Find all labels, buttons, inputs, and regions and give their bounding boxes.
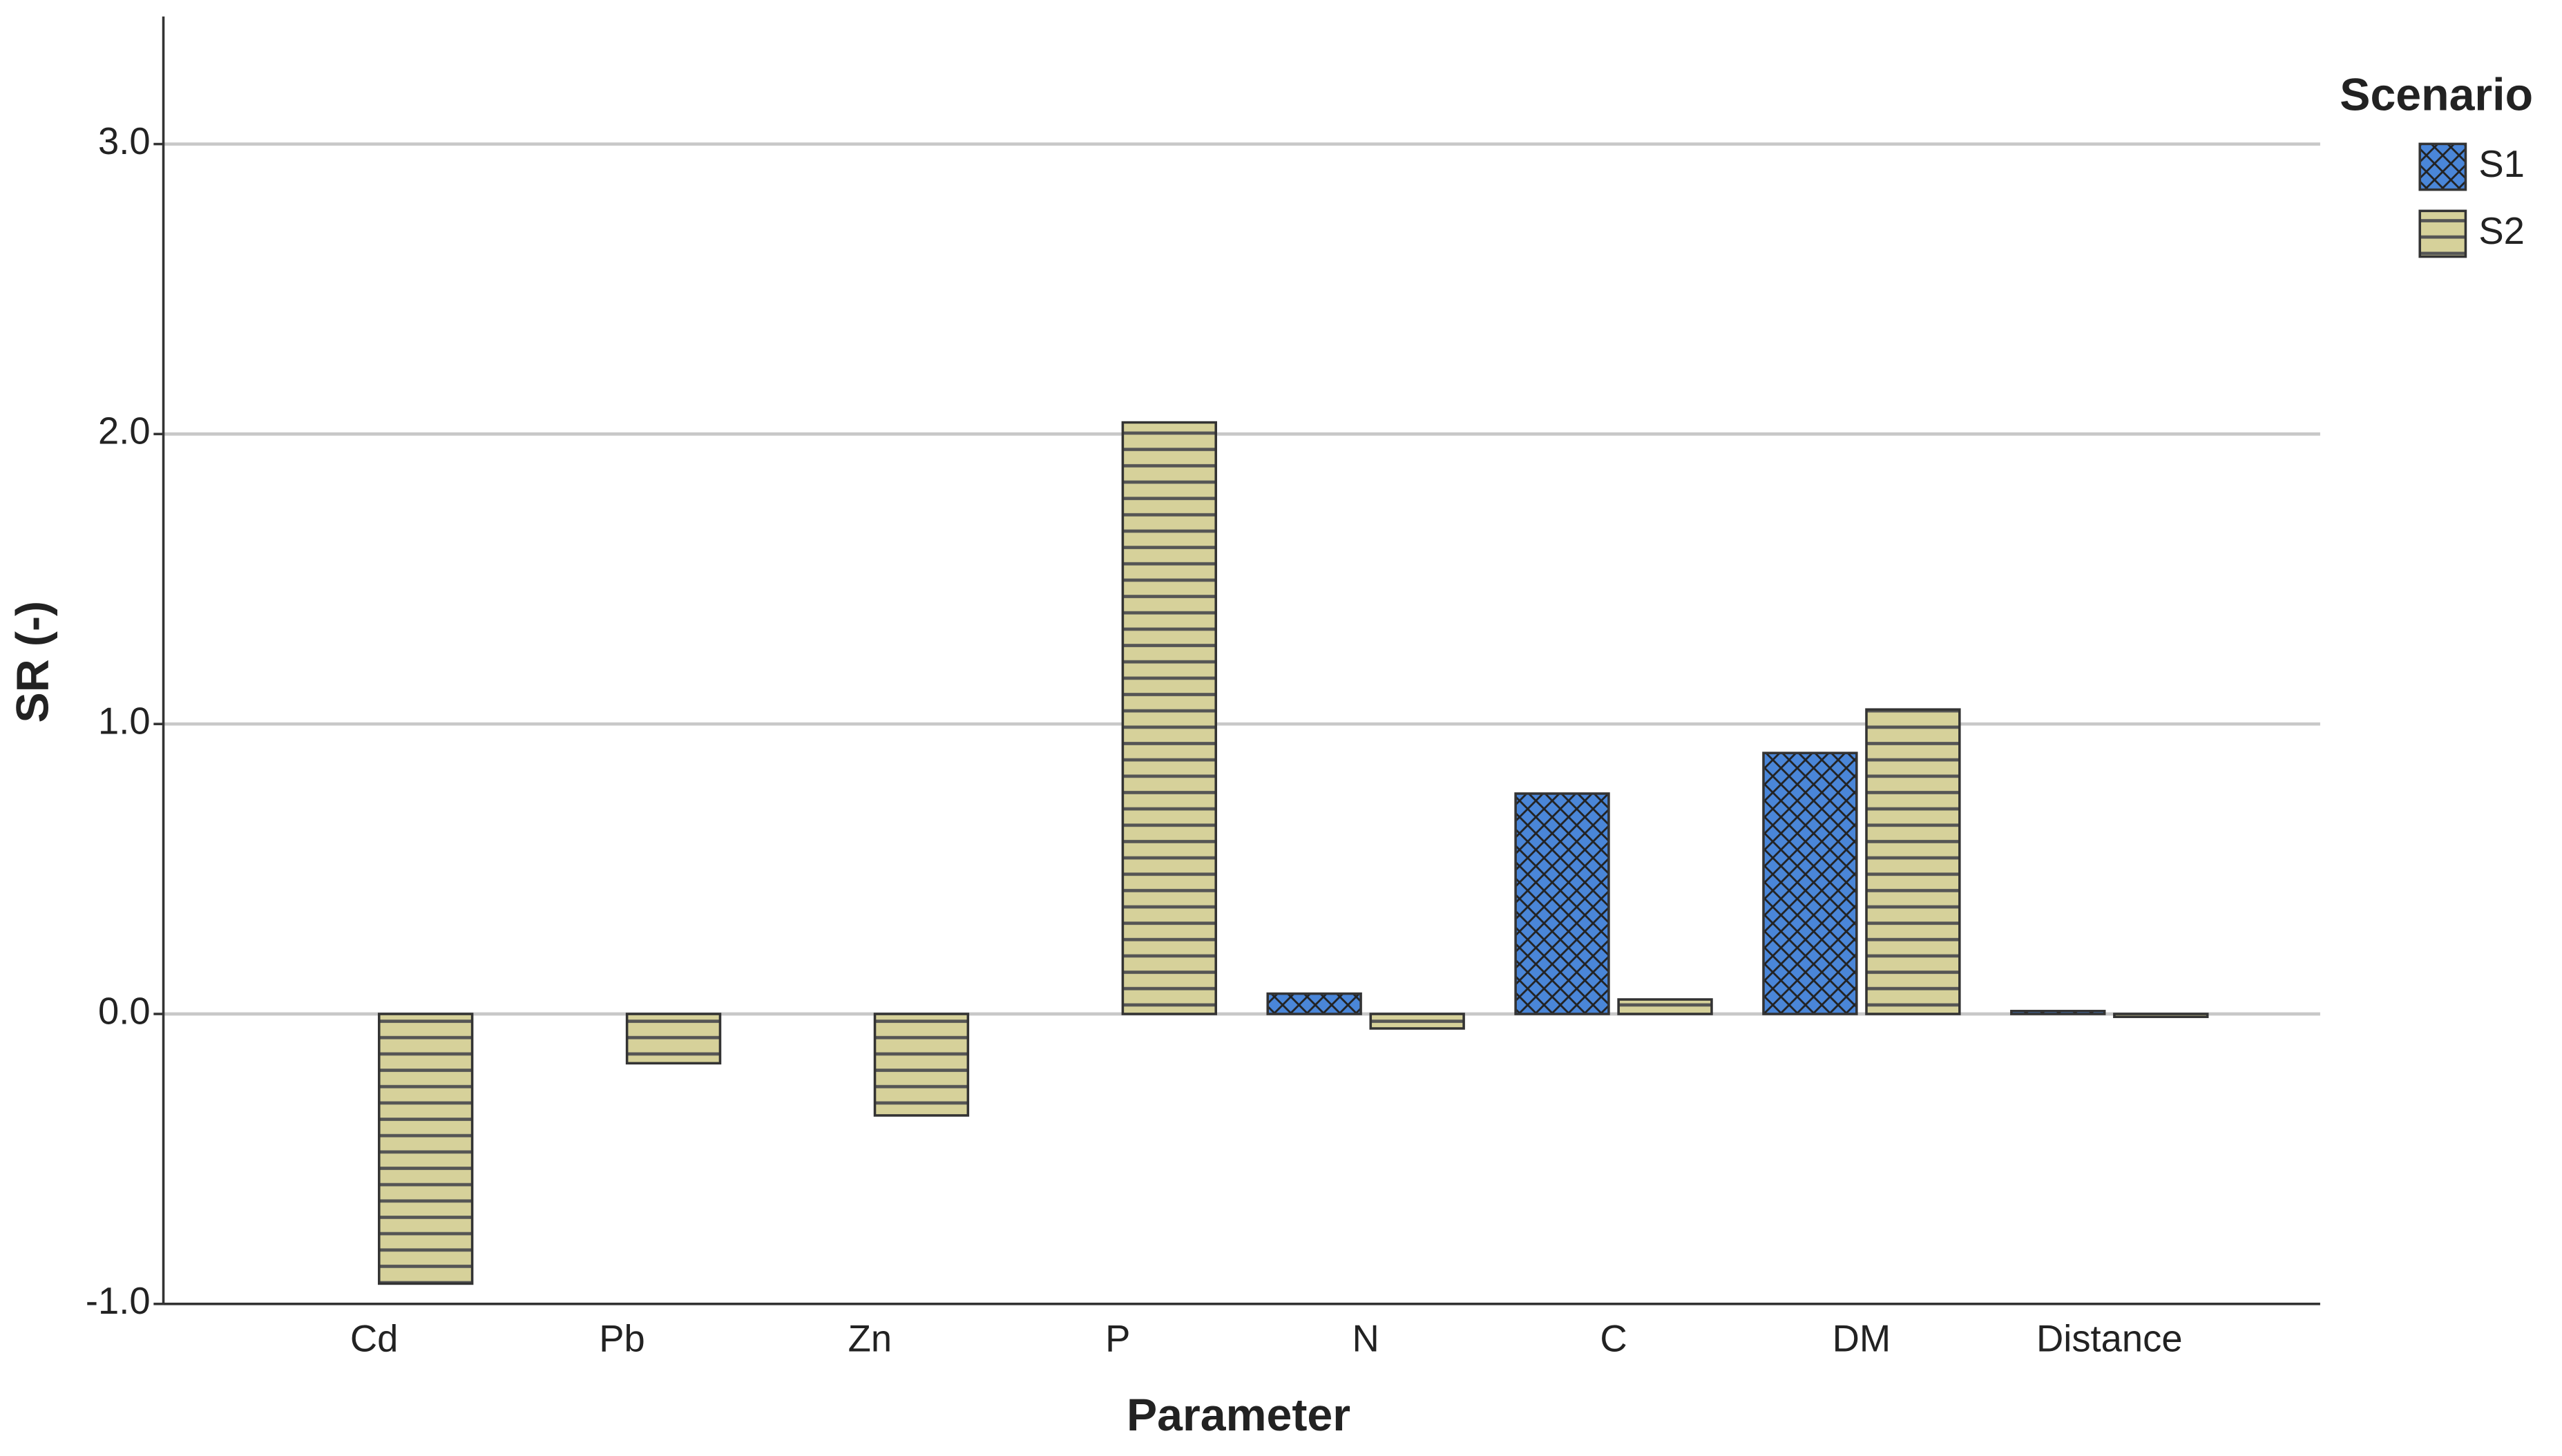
legend-swatch xyxy=(2418,142,2467,191)
y-axis-title: SR (-) xyxy=(8,601,59,723)
x-tick-label: DM xyxy=(1833,1318,1891,1360)
legend-label: S2 xyxy=(2478,210,2525,252)
bar xyxy=(1369,1013,1465,1030)
bar xyxy=(1121,421,1217,1015)
x-tick-label: P xyxy=(1105,1318,1130,1360)
bar xyxy=(1865,708,1961,1015)
bar xyxy=(873,1013,970,1117)
y-tick-label: 2.0 xyxy=(98,410,151,452)
x-tick-label: Cd xyxy=(350,1318,399,1360)
x-axis-title: Parameter xyxy=(1127,1390,1350,1441)
bar xyxy=(625,1013,722,1065)
bar xyxy=(2113,1013,2209,1018)
bar xyxy=(2010,1010,2106,1015)
bar xyxy=(1514,792,1610,1015)
bar xyxy=(378,1013,474,1285)
y-tick-label: 3.0 xyxy=(98,120,151,162)
legend-swatch xyxy=(2418,209,2467,258)
x-tick-label: Distance xyxy=(2036,1318,2183,1360)
bar xyxy=(1266,992,1362,1015)
y-tick-label: 0.0 xyxy=(98,990,151,1032)
y-tick-label: 1.0 xyxy=(98,700,151,743)
x-tick-label: N xyxy=(1352,1318,1379,1360)
x-tick-label: C xyxy=(1600,1318,1627,1360)
y-tick-label: -1.0 xyxy=(86,1280,151,1322)
bar xyxy=(1762,751,1858,1015)
x-tick-label: Pb xyxy=(599,1318,645,1360)
bar xyxy=(1617,998,1713,1015)
legend-label: S1 xyxy=(2478,143,2525,185)
legend-title: Scenario xyxy=(2340,70,2533,121)
x-tick-label: Zn xyxy=(848,1318,892,1360)
